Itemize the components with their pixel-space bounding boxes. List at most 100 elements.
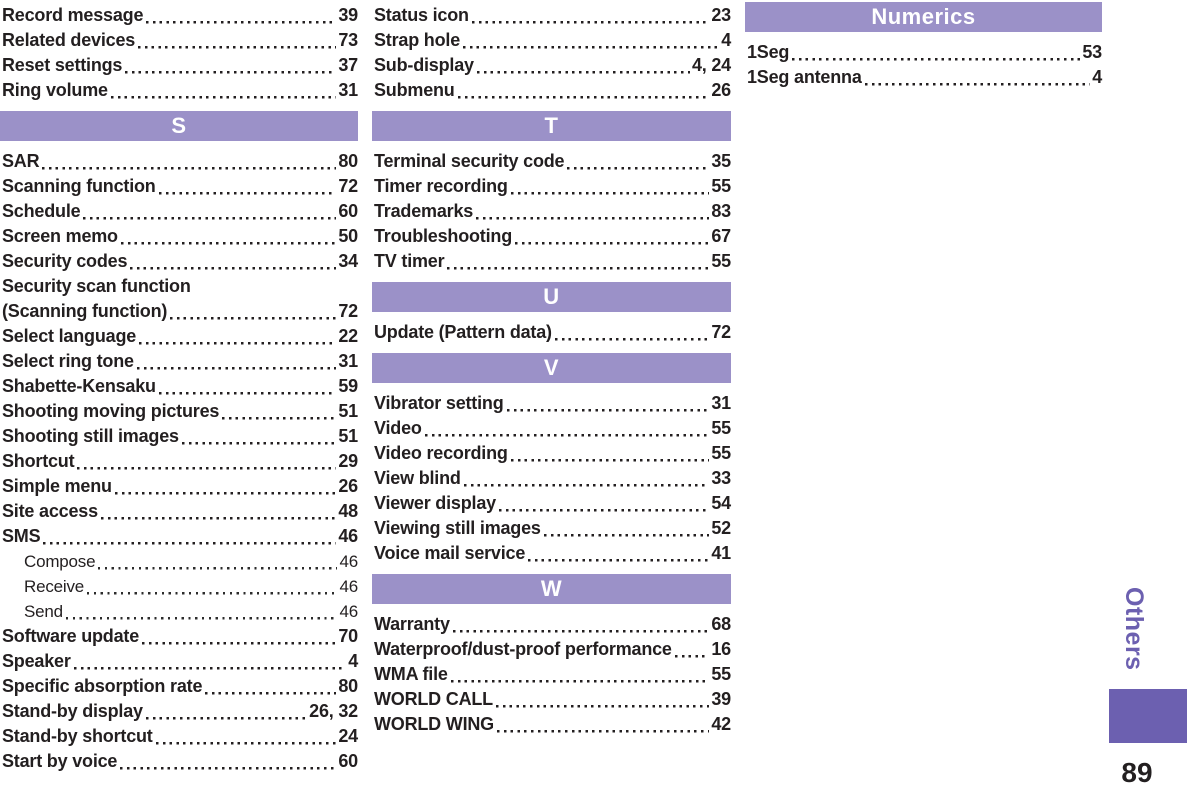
dot-leader (130, 249, 337, 274)
index-entry: Screen memo 50 (0, 224, 358, 249)
index-entry-page: 55 (711, 443, 731, 463)
index-entry-label: Simple menu (2, 476, 112, 496)
index-entry-label: Software update (2, 626, 140, 646)
dot-leader (120, 749, 337, 774)
dot-leader (65, 599, 338, 624)
index-entry-page: 72 (711, 322, 731, 342)
index-entry: Voice mail service 41 (372, 541, 731, 566)
index-entry: Strap hole 4 (372, 28, 731, 53)
index-entry: Viewing still images 52 (372, 516, 731, 541)
index-entry: TV timer 55 (372, 249, 731, 274)
dot-leader (170, 299, 337, 324)
index-entry-label: 1Seg (747, 42, 790, 62)
dot-leader (554, 320, 710, 345)
index-entry: Reset settings 37 (0, 53, 358, 78)
index-entry: WMA file 55 (372, 662, 731, 687)
index-entry-page: 54 (711, 493, 731, 513)
dot-leader (222, 399, 337, 424)
index-entry: Terminal security code 35 (372, 149, 731, 174)
index-entry-page: 4 (1092, 67, 1102, 87)
dot-leader (864, 65, 1091, 90)
index-entry: WORLD WING 42 (372, 712, 731, 737)
index-entry-page: 29 (338, 451, 358, 471)
index-entry: WORLD CALL 39 (372, 687, 731, 712)
index-entry: Stand-by shortcut 24 (0, 724, 358, 749)
index-entry-label: Video recording (374, 443, 508, 463)
index-entry-label: Trademarks (374, 201, 474, 221)
dot-leader (498, 491, 710, 516)
index-entry: Specific absorption rate 80 (0, 674, 358, 699)
index-entry: Submenu 26 (372, 78, 731, 103)
index-entry-page: 72 (338, 301, 358, 321)
dot-leader (457, 78, 710, 103)
dot-leader (145, 699, 308, 724)
index-entry: Warranty 68 (372, 612, 731, 637)
dot-leader (496, 712, 710, 737)
index-entry-page: 39 (711, 689, 731, 709)
index-entry-page: 46 (339, 552, 358, 571)
dot-leader (125, 53, 337, 78)
index-entry: (Scanning function) 72 (0, 299, 358, 324)
index-entry-page: 55 (711, 664, 731, 684)
dot-leader (110, 78, 337, 103)
index-entry-page: 55 (711, 418, 731, 438)
index-entry-label: Stand-by display (2, 701, 143, 721)
index-entry-label: Scanning function (2, 176, 156, 196)
index-entry-page: 37 (338, 55, 358, 75)
index-entry: Update (Pattern data) 72 (372, 320, 731, 345)
index-entry-label: Sub-display (374, 55, 474, 75)
index-entry-label: Schedule (2, 201, 81, 221)
index-entry: Troubleshooting 67 (372, 224, 731, 249)
index-entry: Shooting still images 51 (0, 424, 358, 449)
dot-leader (158, 374, 337, 399)
section-header-t: T (372, 111, 731, 141)
section-header-w: W (372, 574, 731, 604)
dot-leader (424, 416, 710, 441)
index-entry-label: Viewer display (374, 493, 496, 513)
index-entry-page: 83 (711, 201, 731, 221)
dot-leader (87, 574, 338, 599)
index-entry-page: 24 (338, 726, 358, 746)
dot-leader (515, 224, 710, 249)
index-entry-label: Submenu (374, 80, 455, 100)
dot-leader (181, 424, 337, 449)
dot-leader (205, 674, 337, 699)
index-entry-page: 59 (338, 376, 358, 396)
dot-leader (463, 466, 710, 491)
index-entry-label: Related devices (2, 30, 136, 50)
dot-leader (476, 199, 710, 224)
dot-leader (567, 149, 710, 174)
index-entry-label: Start by voice (2, 751, 118, 771)
dot-leader (120, 224, 337, 249)
index-entry-label: Troubleshooting (374, 226, 512, 246)
index-entry-label: Vibrator setting (374, 393, 504, 413)
index-column-middle: Status icon 23 Strap hole 4 Sub-display 4, 24… (372, 3, 731, 737)
dot-leader (158, 174, 337, 199)
index-entry-label: Status icon (374, 5, 469, 25)
index-entry-page: 31 (711, 393, 731, 413)
index-entry-page: 46 (338, 526, 358, 546)
index-entry-label: Receive (24, 577, 85, 596)
index-entry: Shabette-Kensaku 59 (0, 374, 358, 399)
index-entry-page: 55 (711, 251, 731, 271)
index-entry-page: 72 (338, 176, 358, 196)
index-entry-page: 23 (711, 5, 731, 25)
index-entry: Video 55 (372, 416, 731, 441)
index-entry-label: Compose (24, 552, 96, 571)
dot-leader (114, 474, 337, 499)
index-entry-page: 48 (338, 501, 358, 521)
index-entry-label: Timer recording (374, 176, 508, 196)
index-entry: Shortcut 29 (0, 449, 358, 474)
index-entry-label: WORLD CALL (374, 689, 493, 709)
index-entry-page: 16 (711, 639, 731, 659)
dot-leader (73, 649, 347, 674)
index-entry: Start by voice 60 (0, 749, 358, 774)
index-entry-label: Shortcut (2, 451, 75, 471)
dot-leader (136, 349, 337, 374)
dot-leader (43, 524, 337, 549)
index-entry-page: 34 (338, 251, 358, 271)
index-entry: Timer recording 55 (372, 174, 731, 199)
index-entry: Select language 22 (0, 324, 358, 349)
page-number: 89 (1121, 757, 1153, 788)
index-entry-page: 41 (711, 543, 731, 563)
